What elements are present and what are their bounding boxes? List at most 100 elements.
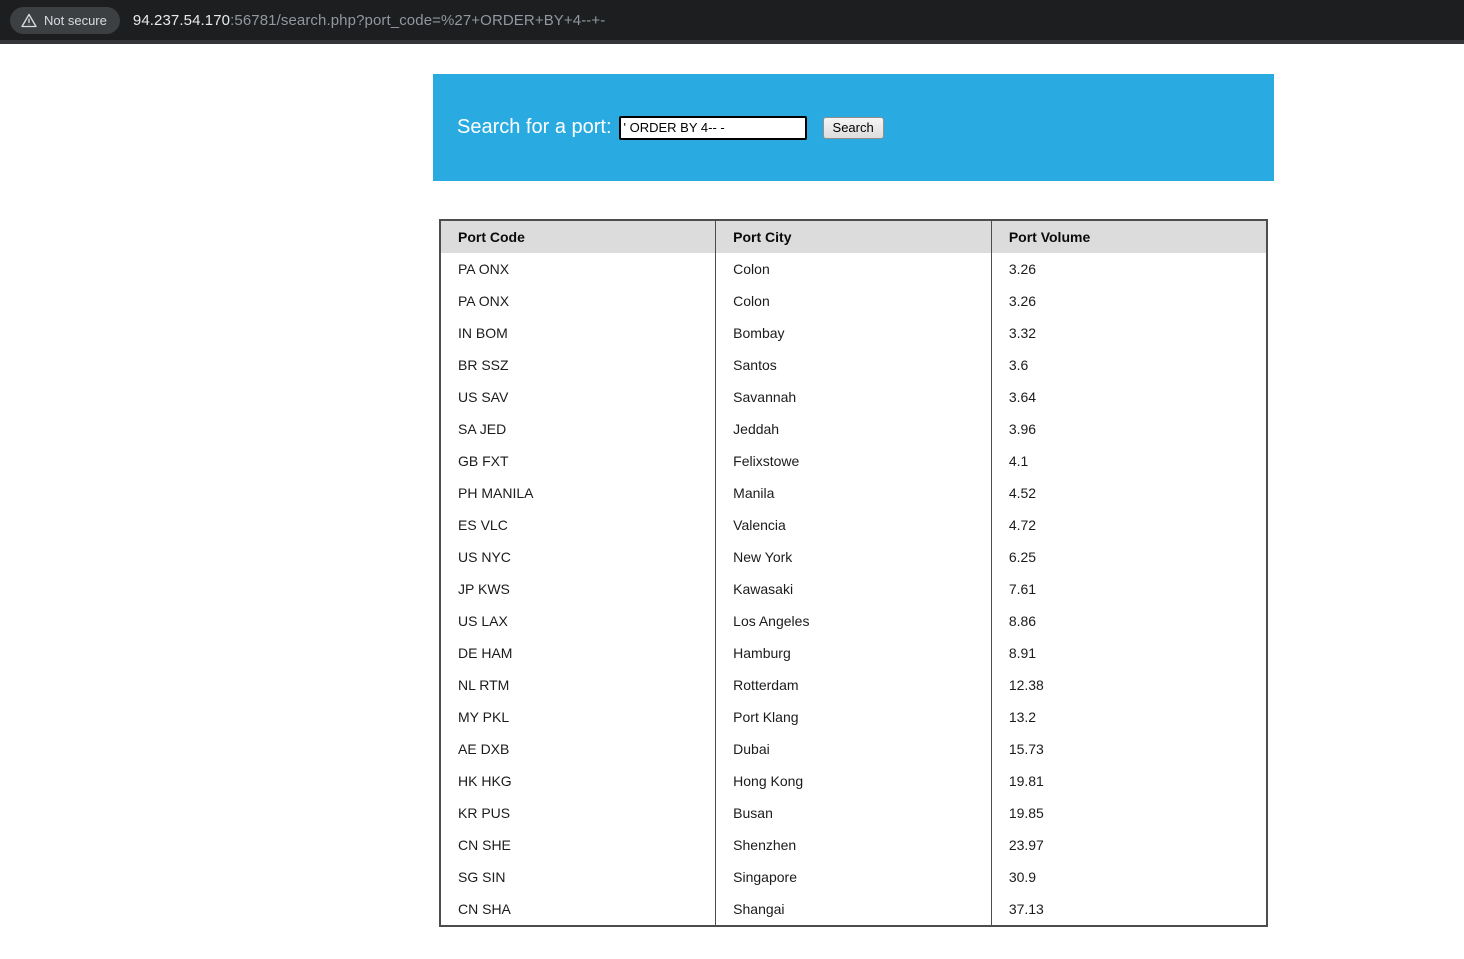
port-city-cell: Hong Kong — [715, 765, 992, 797]
table-row: DE HAM Hamburg 8.91 — [439, 637, 1268, 669]
port-volume-cell: 37.13 — [990, 893, 1268, 926]
table-row: HK HKG Hong Kong 19.81 — [439, 765, 1268, 797]
port-code-cell: US SAV — [439, 381, 717, 413]
port-code-cell: PH MANILA — [439, 477, 717, 509]
table-row: AE DXB Dubai 15.73 — [439, 733, 1268, 765]
url-host: 94.237.54.170 — [132, 11, 231, 29]
port-volume-cell: 4.52 — [990, 477, 1268, 509]
port-city-cell: Colon — [715, 285, 992, 317]
table-row: GB FXT Felixstowe 4.1 — [439, 445, 1268, 477]
port-code-cell: BR SSZ — [439, 349, 717, 381]
port-code-cell: DE HAM — [439, 637, 717, 669]
table-row: PH MANILA Manila 4.52 — [439, 477, 1268, 509]
security-badge[interactable]: Not secure — [10, 6, 120, 34]
table-row: JP KWS Kawasaki 7.61 — [439, 573, 1268, 605]
port-city-cell: Shangai — [715, 893, 992, 926]
search-panel: Search for a port: Search — [433, 74, 1274, 181]
port-city-cell: Savannah — [715, 381, 992, 413]
table-row: SG SIN Singapore 30.9 — [439, 861, 1268, 893]
port-volume-cell: 4.72 — [990, 509, 1268, 541]
port-code-cell: HK HKG — [439, 765, 717, 797]
port-volume-cell: 3.26 — [990, 253, 1268, 285]
port-city-cell: Felixstowe — [715, 445, 992, 477]
port-city-cell: New York — [715, 541, 992, 573]
column-header-port-city: Port City — [715, 220, 992, 253]
port-volume-cell: 3.64 — [990, 381, 1268, 413]
port-table-body: PA ONX Colon 3.26 PA ONX Colon 3.26 IN B… — [439, 253, 1268, 926]
port-city-cell: Jeddah — [715, 413, 992, 445]
port-volume-cell: 7.61 — [990, 573, 1268, 605]
port-code-cell: IN BOM — [439, 317, 717, 349]
url-path: :56781/search.php?port_code=%27+ORDER+BY… — [230, 11, 606, 29]
table-row: KR PUS Busan 19.85 — [439, 797, 1268, 829]
table-row: US LAX Los Angeles 8.86 — [439, 605, 1268, 637]
port-volume-cell: 6.25 — [990, 541, 1268, 573]
port-code-cell: PA ONX — [439, 253, 717, 285]
port-code-cell: CN SHA — [439, 893, 717, 926]
table-row: US NYC New York 6.25 — [439, 541, 1268, 573]
warning-icon — [21, 13, 37, 28]
port-city-cell: Valencia — [715, 509, 992, 541]
port-code-cell: US LAX — [439, 605, 717, 637]
search-button[interactable]: Search — [822, 116, 884, 139]
security-badge-label: Not secure — [44, 12, 107, 28]
port-city-cell: Bombay — [715, 317, 992, 349]
column-header-port-volume: Port Volume — [990, 220, 1268, 253]
port-city-cell: Dubai — [715, 733, 992, 765]
port-volume-cell: 3.32 — [990, 317, 1268, 349]
port-code-cell: SA JED — [439, 413, 717, 445]
port-city-cell: Los Angeles — [715, 605, 992, 637]
table-row: PA ONX Colon 3.26 — [439, 285, 1268, 317]
table-row: PA ONX Colon 3.26 — [439, 253, 1268, 285]
port-volume-cell: 19.85 — [990, 797, 1268, 829]
port-code-cell: US NYC — [439, 541, 717, 573]
table-row: US SAV Savannah 3.64 — [439, 381, 1268, 413]
port-city-cell: Colon — [715, 253, 992, 285]
port-results-table: Port Code Port City Port Volume PA ONX C… — [439, 219, 1268, 927]
table-row: ES VLC Valencia 4.72 — [439, 509, 1268, 541]
port-volume-cell: 23.97 — [990, 829, 1268, 861]
port-volume-cell: 12.38 — [990, 669, 1268, 701]
port-volume-cell: 3.6 — [990, 349, 1268, 381]
port-volume-cell: 3.26 — [990, 285, 1268, 317]
table-row: MY PKL Port Klang 13.2 — [439, 701, 1268, 733]
port-volume-cell: 8.86 — [990, 605, 1268, 637]
port-city-cell: Kawasaki — [715, 573, 992, 605]
table-header: Port Code Port City Port Volume — [439, 220, 1268, 253]
port-volume-cell: 19.81 — [990, 765, 1268, 797]
port-code-cell: KR PUS — [439, 797, 717, 829]
port-code-cell: PA ONX — [439, 285, 717, 317]
port-search-input[interactable] — [618, 115, 807, 140]
port-code-cell: SG SIN — [439, 861, 717, 893]
table-header-row: Port Code Port City Port Volume — [439, 220, 1268, 253]
port-volume-cell: 3.96 — [990, 413, 1268, 445]
table-row: IN BOM Bombay 3.32 — [439, 317, 1268, 349]
port-volume-cell: 30.9 — [990, 861, 1268, 893]
port-city-cell: Shenzhen — [715, 829, 992, 861]
port-city-cell: Santos — [715, 349, 992, 381]
port-code-cell: MY PKL — [439, 701, 717, 733]
table-row: BR SSZ Santos 3.6 — [439, 349, 1268, 381]
port-code-cell: NL RTM — [439, 669, 717, 701]
browser-address-bar[interactable]: Not secure 94.237.54.170:56781/search.ph… — [0, 0, 1464, 44]
port-code-cell: GB FXT — [439, 445, 717, 477]
port-city-cell: Port Klang — [715, 701, 992, 733]
port-city-cell: Busan — [715, 797, 992, 829]
url-bar[interactable]: 94.237.54.170:56781/search.php?port_code… — [133, 12, 605, 29]
port-city-cell: Rotterdam — [715, 669, 992, 701]
port-city-cell: Manila — [715, 477, 992, 509]
search-label: Search for a port: — [457, 116, 612, 138]
port-code-cell: AE DXB — [439, 733, 717, 765]
table-row: NL RTM Rotterdam 12.38 — [439, 669, 1268, 701]
port-city-cell: Singapore — [715, 861, 992, 893]
table-row: CN SHE Shenzhen 23.97 — [439, 829, 1268, 861]
port-volume-cell: 8.91 — [990, 637, 1268, 669]
port-volume-cell: 13.2 — [990, 701, 1268, 733]
table-row: SA JED Jeddah 3.96 — [439, 413, 1268, 445]
port-city-cell: Hamburg — [715, 637, 992, 669]
port-volume-cell: 4.1 — [990, 445, 1268, 477]
port-code-cell: ES VLC — [439, 509, 717, 541]
column-header-port-code: Port Code — [439, 220, 717, 253]
port-code-cell: CN SHE — [439, 829, 717, 861]
table-row: CN SHA Shangai 37.13 — [439, 893, 1268, 926]
